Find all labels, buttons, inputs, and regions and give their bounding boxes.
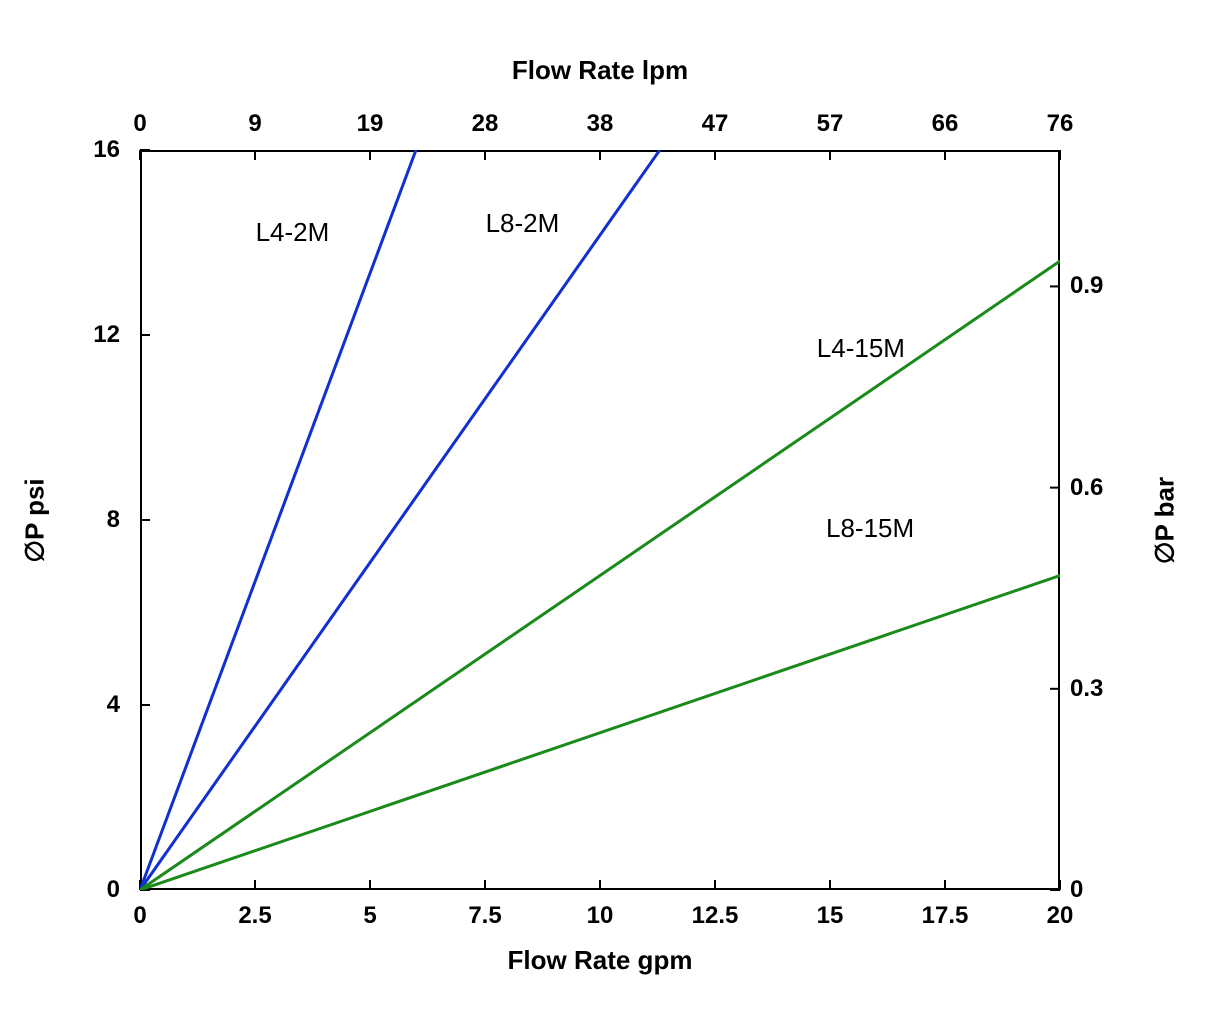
- series-label-L4-2M: L4-2M: [256, 217, 330, 248]
- y-right-tick-1: 0.3: [1070, 675, 1130, 703]
- chart-svg: [0, 0, 1214, 1018]
- x-bottom-tick-4: 10: [560, 902, 640, 930]
- y-left-tick-0: 0: [60, 876, 120, 904]
- x-top-tick-4: 38: [560, 110, 640, 138]
- x-bottom-tick-1: 2.5: [215, 902, 295, 930]
- x-top-tick-5: 47: [675, 110, 755, 138]
- x-top-title: Flow Rate lpm: [140, 55, 1060, 86]
- y-left-title: ∅P psi: [20, 421, 51, 621]
- y-left-tick-3: 12: [60, 321, 120, 349]
- x-bottom-tick-7: 17.5: [905, 902, 985, 930]
- x-bottom-tick-8: 20: [1020, 902, 1100, 930]
- x-top-tick-7: 66: [905, 110, 985, 138]
- x-bottom-tick-5: 12.5: [675, 902, 755, 930]
- x-bottom-title: Flow Rate gpm: [140, 945, 1060, 976]
- series-L8-2M: [140, 150, 660, 890]
- series-label-L8-2M: L8-2M: [486, 208, 560, 239]
- y-left-tick-2: 8: [60, 506, 120, 534]
- series-L4-15M: [140, 261, 1060, 890]
- series-L4-2M: [140, 150, 416, 890]
- y-right-tick-3: 0.9: [1070, 272, 1130, 300]
- x-top-tick-8: 76: [1020, 110, 1100, 138]
- series-label-L4-15M: L4-15M: [817, 333, 905, 364]
- x-top-tick-2: 19: [330, 110, 410, 138]
- x-bottom-tick-3: 7.5: [445, 902, 525, 930]
- x-top-tick-6: 57: [790, 110, 870, 138]
- series-L8-15M: [140, 576, 1060, 891]
- y-right-tick-2: 0.6: [1070, 474, 1130, 502]
- y-right-tick-0: 0: [1070, 876, 1130, 904]
- x-top-tick-1: 9: [215, 110, 295, 138]
- x-bottom-tick-0: 0: [100, 902, 180, 930]
- y-left-tick-1: 4: [60, 691, 120, 719]
- series-label-L8-15M: L8-15M: [826, 513, 914, 544]
- x-bottom-tick-2: 5: [330, 902, 410, 930]
- y-left-tick-4: 16: [60, 136, 120, 164]
- y-right-title: ∅P bar: [1150, 421, 1181, 621]
- x-top-tick-3: 28: [445, 110, 525, 138]
- x-bottom-tick-6: 15: [790, 902, 870, 930]
- x-top-tick-0: 0: [100, 110, 180, 138]
- chart-container: Flow Rate lpm Flow Rate gpm ∅P psi ∅P ba…: [0, 0, 1214, 1018]
